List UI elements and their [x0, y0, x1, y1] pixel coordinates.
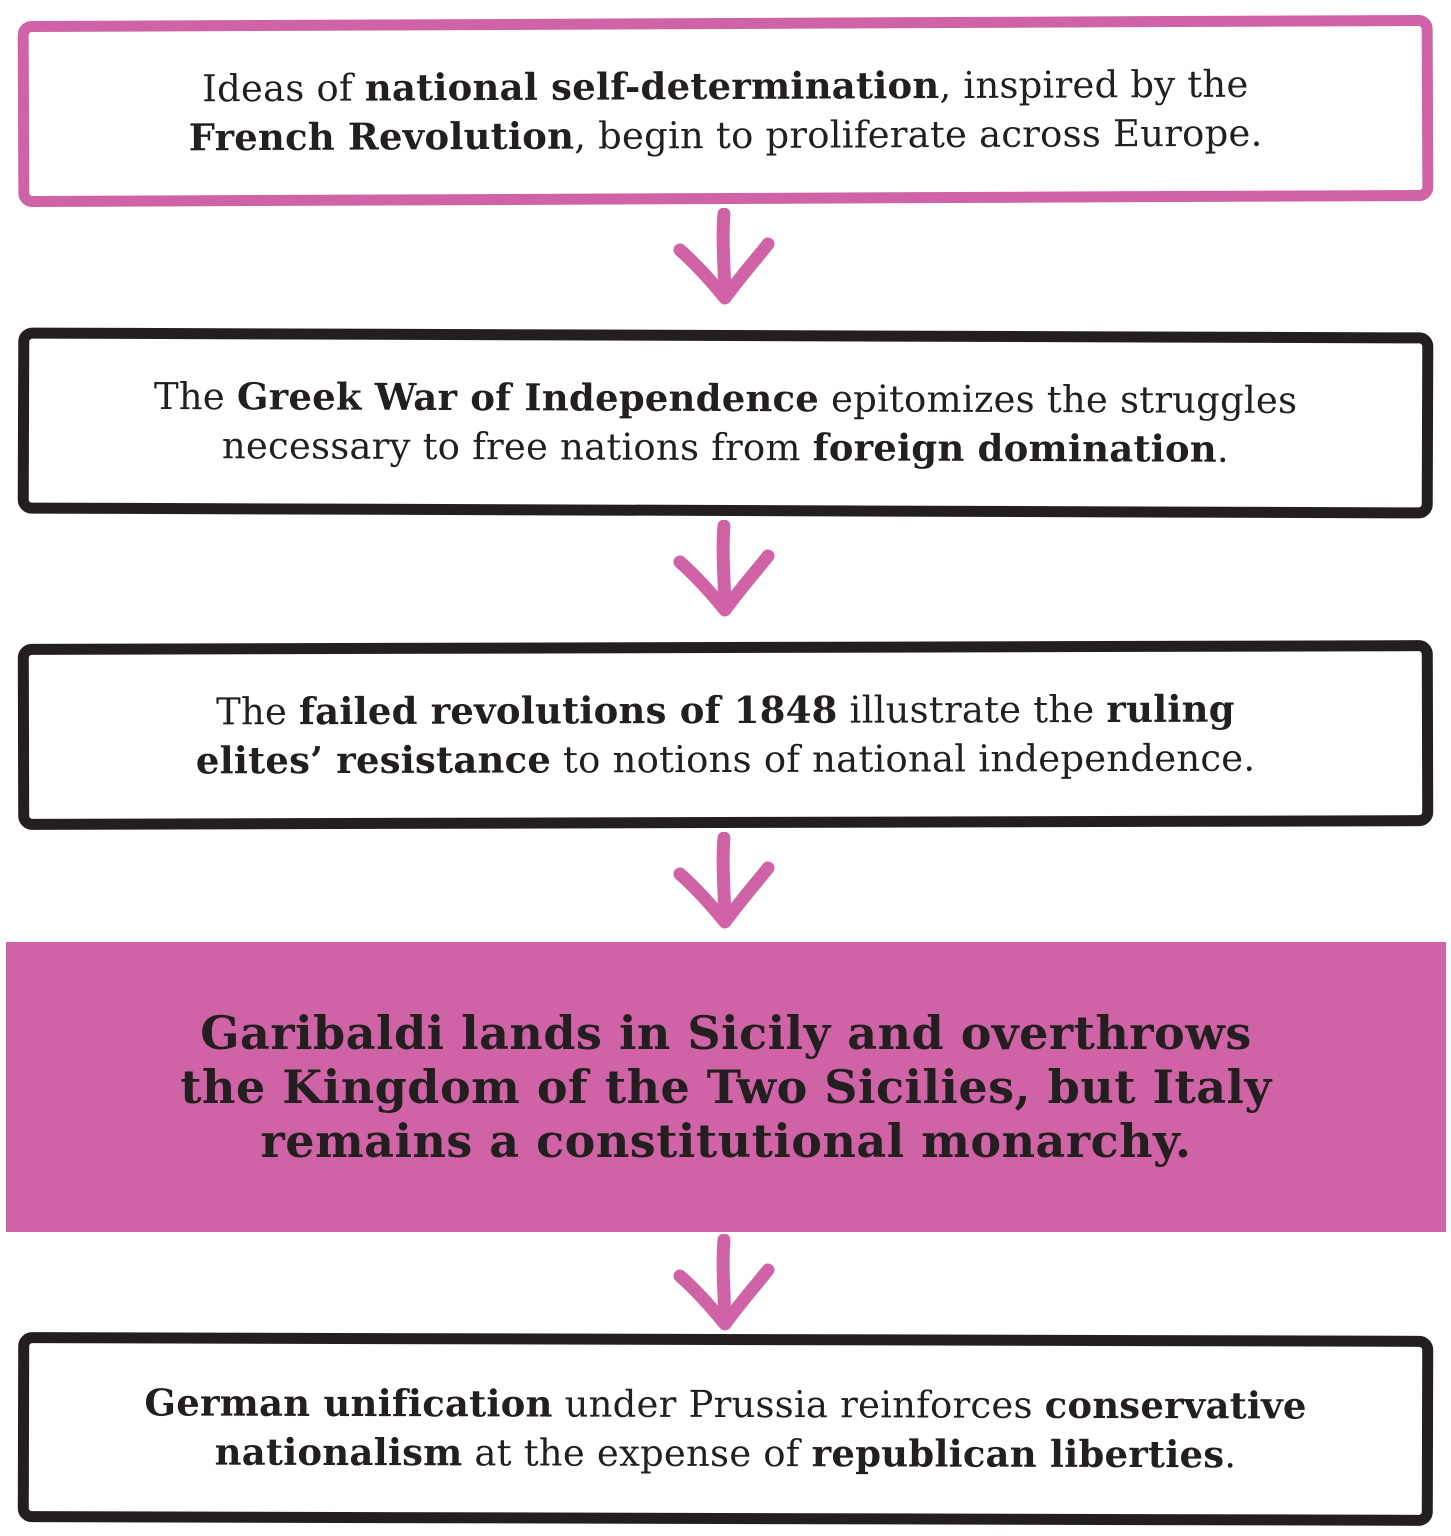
- step-5-highlight: nationalism: [214, 1429, 463, 1475]
- step-5-highlight: republican liberties: [811, 1431, 1225, 1477]
- step-5-text: German unification under Prussia reinfor…: [144, 1378, 1306, 1479]
- step-1-highlight: national self-determination: [364, 63, 940, 110]
- step-4-text: Garibaldi lands in Sicily and overthrows…: [180, 1006, 1271, 1168]
- step-5-highlight: conservative: [1044, 1382, 1307, 1428]
- step-1-highlight: French Revolution: [188, 113, 575, 160]
- step-1-line-2: French Revolution, begin to proliferate …: [189, 109, 1263, 163]
- step-5-segment: under Prussia reinforces: [552, 1382, 1045, 1427]
- down-arrow-icon: [668, 520, 778, 620]
- step-1-line-1: Ideas of national self-determination, in…: [188, 60, 1262, 114]
- step-3-highlight: ruling: [1106, 686, 1235, 732]
- step-5-line-2: nationalism at the expense of republican…: [144, 1427, 1306, 1479]
- down-arrow-icon: [668, 832, 778, 932]
- step-4-highlight-box: Garibaldi lands in Sicily and overthrows…: [6, 942, 1446, 1232]
- step-2-highlight: foreign domination: [812, 425, 1218, 471]
- step-3-segment: illustrate the: [837, 688, 1107, 732]
- step-1-segment: , begin to proliferate across Europe.: [574, 111, 1263, 158]
- step-3-segment: to notions of national independence.: [551, 736, 1256, 782]
- step-2-highlight: Greek War of Independence: [236, 374, 820, 421]
- step-5-segment: .: [1224, 1433, 1237, 1477]
- down-arrow-icon: [668, 208, 778, 308]
- step-1-text: Ideas of national self-determination, in…: [188, 60, 1263, 163]
- step-1-box: Ideas of national self-determination, in…: [17, 14, 1434, 208]
- step-2-box: The Greek War of Independence epitomizes…: [17, 327, 1434, 519]
- step-1-segment: Ideas of: [202, 66, 365, 111]
- step-5-segment: at the expense of: [462, 1431, 812, 1476]
- step-3-segment: The: [215, 690, 300, 734]
- step-3-box: The failed revolutions of 1848 illustrat…: [17, 640, 1434, 830]
- step-2-segment: epitomizes the struggles: [818, 377, 1298, 422]
- step-2-segment: necessary to free nations from: [221, 424, 813, 470]
- step-2-segment: .: [1216, 427, 1229, 471]
- step-5-box: German unification under Prussia reinfor…: [17, 1332, 1434, 1526]
- step-3-line-2: elites’ resistance to notions of nationa…: [196, 734, 1256, 786]
- step-5-highlight: German unification: [144, 1380, 553, 1426]
- step-4-line-1: Garibaldi lands in Sicily and overthrows: [200, 1006, 1252, 1060]
- step-5-line-1: German unification under Prussia reinfor…: [144, 1378, 1306, 1430]
- step-3-text: The failed revolutions of 1848 illustrat…: [196, 685, 1256, 786]
- step-2-line-2: necessary to free nations from foreign d…: [154, 421, 1298, 474]
- step-2-line-1: The Greek War of Independence epitomizes…: [154, 372, 1298, 425]
- step-3-line-1: The failed revolutions of 1848 illustrat…: [196, 685, 1256, 737]
- step-3-highlight: elites’ resistance: [195, 737, 552, 783]
- step-3-highlight: failed revolutions of 1848: [298, 687, 838, 734]
- step-4-line-3: remains a constitutional monarchy.: [260, 1114, 1192, 1168]
- step-4-line-2: the Kingdom of the Two Sicilies, but Ita…: [180, 1060, 1272, 1114]
- step-2-segment: The: [153, 375, 237, 419]
- step-2-text: The Greek War of Independence epitomizes…: [154, 372, 1298, 474]
- step-1-segment: , inspired by the: [939, 62, 1249, 108]
- down-arrow-icon: [668, 1234, 778, 1334]
